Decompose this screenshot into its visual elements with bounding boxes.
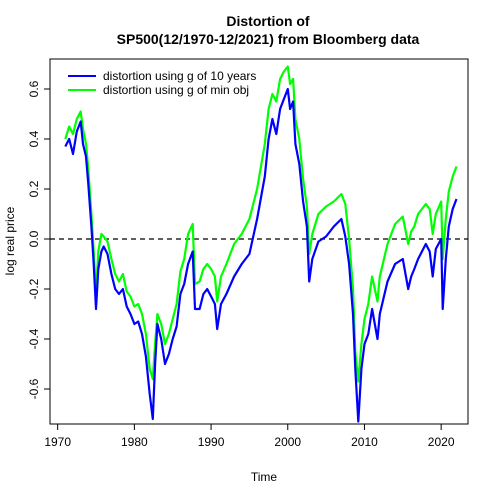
y-tick-label: 0.6	[27, 80, 41, 97]
y-tick-label: 0.2	[27, 180, 41, 197]
series-line-1	[64, 87, 458, 423]
y-tick-label: 0.4	[27, 130, 41, 147]
x-tick-label: 1970	[44, 435, 71, 449]
x-axis: 1970 1980 1990 2000 2010 2020	[44, 423, 455, 449]
legend: distortion using g of 10 years distortio…	[68, 69, 256, 97]
x-tick-label: 2010	[351, 435, 378, 449]
x-tick-label: 2000	[274, 435, 301, 449]
y-tick-label: -0.4	[27, 328, 41, 349]
y-axis-label: log real price	[3, 206, 17, 275]
y-tick-label: 0.0	[27, 230, 41, 247]
plot-frame	[49, 58, 469, 425]
y-tick-label: -0.6	[27, 378, 41, 399]
x-tick-label: 1980	[121, 435, 148, 449]
chart-title-line-2: SP500(12/1970-12/2021) from Bloomberg da…	[117, 31, 420, 47]
x-tick-label: 2020	[428, 435, 455, 449]
y-tick-label: -0.2	[27, 278, 41, 299]
series-line-2	[64, 65, 458, 383]
legend-label-series-1: distortion using g of 10 years	[103, 69, 256, 83]
legend-label-series-2: distortion using g of min obj	[103, 83, 249, 97]
x-axis-label: Time	[251, 470, 278, 484]
x-tick-label: 1990	[198, 435, 225, 449]
chart-title-line-1: Distortion of	[226, 13, 310, 29]
plot-area	[50, 65, 468, 423]
y-axis: -0.6 -0.4 -0.2 0.0 0.2 0.4 0.6	[27, 80, 51, 399]
